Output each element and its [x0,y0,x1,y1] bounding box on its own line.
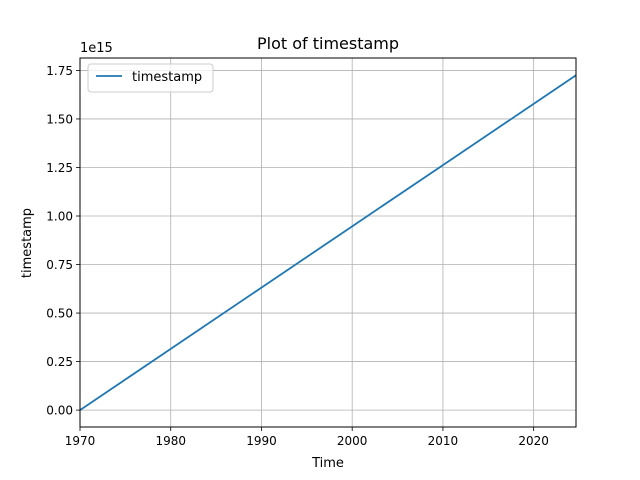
legend-entry-timestamp: timestamp [132,70,202,85]
x-tick-label: 2020 [518,434,549,448]
grid-lines [79,58,576,427]
y-tick-label: 1.50 [46,112,73,126]
series-line-timestamp [79,74,577,411]
y-tick-label: 1.00 [46,210,73,224]
x-tick-label: 1980 [155,434,186,448]
series-lines [79,74,577,411]
x-tick-label: 2000 [337,434,368,448]
y-tick-label: 0.25 [46,355,73,369]
legend-box [87,63,214,93]
y-tick-label: 0.75 [46,258,73,272]
y-tick-label: 0.50 [46,307,73,321]
y-axis-offset-label: 1e15 [80,41,113,56]
y-axis-label: timestamp [20,208,35,278]
x-axis-label: Time [311,456,344,471]
y-axis-ticks: 0.00 0.25 0.50 0.75 1.00 1.25 1.50 1.75 [46,64,80,418]
chart-title: Plot of timestamp [257,34,399,53]
x-tick-label: 1970 [65,434,96,448]
y-tick-label: 1.25 [46,161,73,175]
x-axis-ticks: 1970 1980 1990 2000 2010 2020 [65,427,549,448]
x-tick-label: 2010 [428,434,459,448]
legend: timestamp [87,63,214,93]
x-tick-label: 1990 [246,434,277,448]
y-tick-label: 1.75 [46,64,73,78]
plot-area [79,57,577,428]
axes-frame [79,57,577,428]
y-tick-label: 0.00 [46,404,73,418]
